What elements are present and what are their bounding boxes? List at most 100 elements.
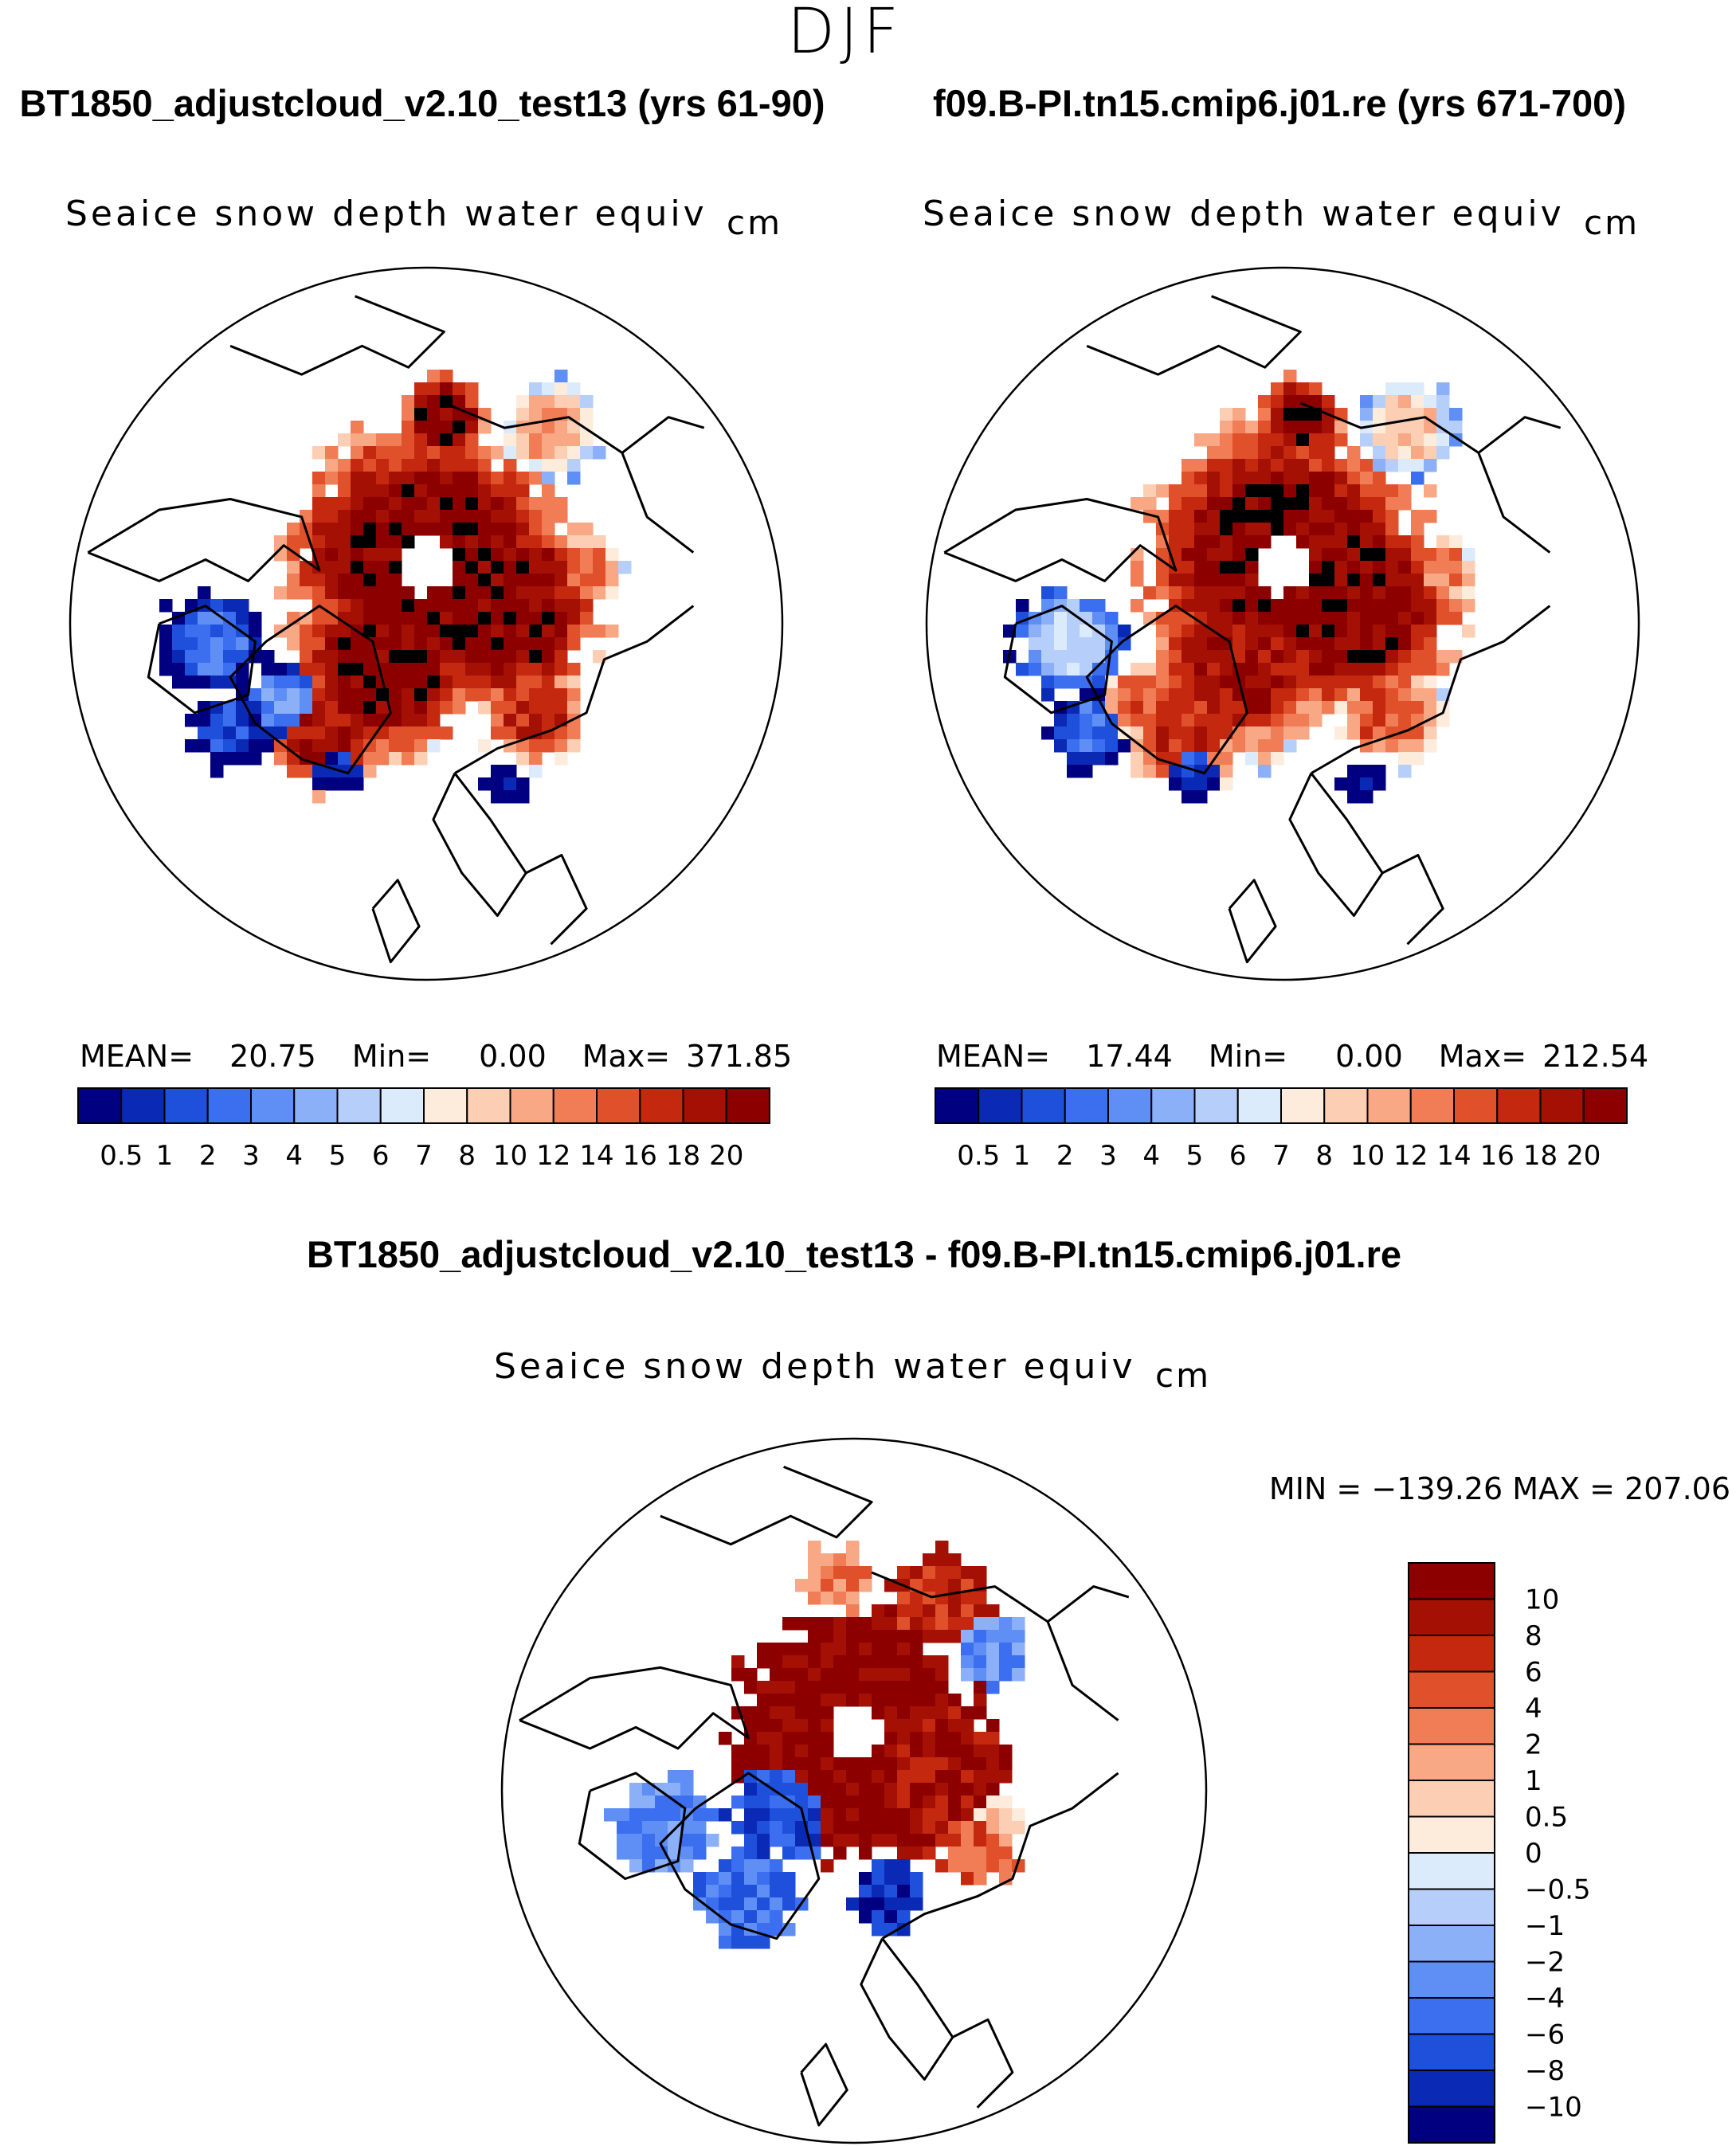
field-cell xyxy=(542,472,555,485)
field-cell xyxy=(731,1796,745,1809)
field-cell xyxy=(948,1617,962,1631)
field-cell xyxy=(974,1643,987,1656)
field-cell xyxy=(312,586,326,600)
field-cell xyxy=(453,382,466,396)
field-cell xyxy=(1283,599,1297,613)
field-cell xyxy=(580,574,594,587)
field-cell xyxy=(465,663,479,676)
field-cell xyxy=(1105,726,1119,740)
field-cell xyxy=(567,548,581,562)
field-cell xyxy=(974,1668,987,1682)
field-cell xyxy=(744,1757,758,1771)
field-cell xyxy=(948,1706,962,1720)
field-cell xyxy=(516,714,530,727)
field-cell xyxy=(1322,421,1335,434)
field-cell xyxy=(491,612,504,625)
field-cell xyxy=(1220,446,1233,460)
field-cell xyxy=(833,1783,847,1796)
field-cell xyxy=(1360,395,1374,409)
field-cell xyxy=(1220,739,1233,753)
field-cell xyxy=(948,1808,962,1822)
field-cell xyxy=(923,1834,936,1847)
field-cell xyxy=(795,1719,809,1733)
field-cell xyxy=(1232,535,1246,549)
field-cell xyxy=(210,752,224,766)
field-cell xyxy=(693,1808,707,1822)
field-cell xyxy=(910,1885,923,1898)
field-cell xyxy=(465,484,479,498)
field-cell xyxy=(504,433,517,447)
field-cell xyxy=(1271,739,1284,753)
field-cell xyxy=(1424,676,1437,689)
field-cell xyxy=(731,1897,745,1911)
panel-b-min-label: Min= xyxy=(1209,1039,1287,1074)
field-cell xyxy=(846,1592,860,1605)
field-cell xyxy=(325,714,339,727)
field-cell xyxy=(312,765,326,778)
field-cell xyxy=(389,612,402,625)
field-cell xyxy=(1283,370,1297,383)
field-cell xyxy=(897,1655,911,1669)
field-cell xyxy=(402,701,415,715)
field-cell xyxy=(846,1897,860,1911)
field-cell xyxy=(427,459,441,472)
field-cell xyxy=(1334,561,1348,574)
field-cell xyxy=(529,586,543,600)
field-cell xyxy=(516,663,530,676)
field-cell xyxy=(986,1655,1000,1669)
field-cell xyxy=(821,1643,834,1656)
field-cell xyxy=(731,1846,745,1860)
field-cell xyxy=(249,612,262,625)
colorbar-swatch xyxy=(1193,1087,1239,1124)
field-cell xyxy=(1271,382,1284,396)
field-cell xyxy=(1245,446,1259,460)
field-cell xyxy=(402,599,415,613)
field-cell xyxy=(210,625,224,638)
field-cell xyxy=(504,637,517,651)
field-cell xyxy=(1385,497,1399,511)
field-cell xyxy=(897,1885,911,1898)
field-cell xyxy=(1360,523,1374,536)
field-cell xyxy=(1092,714,1106,727)
field-cell xyxy=(782,1770,796,1784)
field-cell xyxy=(1232,421,1246,434)
field-cell xyxy=(1283,459,1297,472)
field-cell xyxy=(1436,561,1450,574)
field-cell xyxy=(1169,714,1182,727)
field-cell xyxy=(1181,726,1195,740)
field-cell xyxy=(1245,599,1259,613)
field-cell xyxy=(363,625,377,638)
field-cell xyxy=(884,1783,898,1796)
field-cell xyxy=(1271,446,1284,460)
field-cell xyxy=(567,739,581,753)
field-cell xyxy=(1207,433,1221,447)
field-cell xyxy=(529,510,543,523)
field-cell xyxy=(986,1808,1000,1822)
field-cell xyxy=(287,523,300,536)
field-cell xyxy=(1245,752,1259,766)
field-cell xyxy=(491,663,504,676)
field-cell xyxy=(1296,421,1310,434)
field-cell xyxy=(1334,459,1348,472)
field-cell xyxy=(948,1796,962,1809)
field-cell xyxy=(744,1719,758,1733)
panel-a-min-value: 0.00 xyxy=(479,1039,547,1074)
field-cell xyxy=(1080,701,1093,715)
panel-b-mean-value: 17.44 xyxy=(1086,1039,1173,1074)
field-cell xyxy=(1207,599,1221,613)
field-cell xyxy=(1131,688,1144,702)
field-cell xyxy=(402,395,415,409)
field-cell xyxy=(580,395,594,409)
field-cell xyxy=(859,1834,872,1847)
field-cell xyxy=(1271,395,1284,409)
colorbar-tick-label: 0 xyxy=(1525,1838,1542,1870)
field-cell xyxy=(363,497,377,511)
field-cell xyxy=(478,637,492,651)
field-cell xyxy=(1232,561,1246,574)
field-cell xyxy=(1245,676,1259,689)
field-cell xyxy=(465,599,479,613)
field-cell xyxy=(1080,676,1093,689)
field-cell xyxy=(846,1668,860,1682)
field-cell xyxy=(872,1796,885,1809)
field-cell xyxy=(1411,637,1424,651)
